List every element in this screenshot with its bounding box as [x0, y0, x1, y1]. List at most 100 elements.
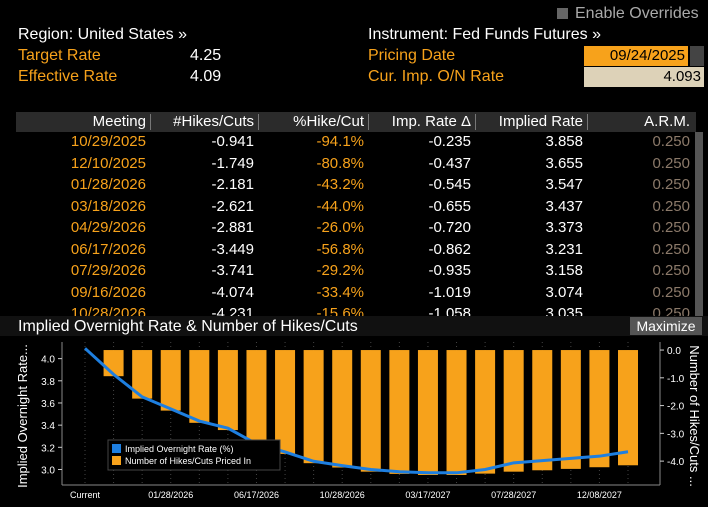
y-tick-label: 3.0: [41, 465, 55, 476]
table-cell: -0.437: [428, 154, 471, 172]
y-tick-label: 3.8: [41, 377, 55, 388]
y2-axis-label: Number of Hikes/Cuts ...: [687, 345, 702, 487]
separator: [475, 114, 476, 130]
column-header: Implied Rate: [498, 113, 583, 130]
table-cell: -1.749: [211, 154, 254, 172]
table-cell: -1.058: [428, 305, 471, 316]
table-cell: 06/17/2026: [70, 240, 146, 258]
column-header: A.R.M.: [644, 113, 690, 130]
rate-input[interactable]: 4.093: [584, 67, 704, 87]
bar: [303, 350, 324, 464]
table-cell: -0.941: [211, 133, 254, 150]
legend-box: [107, 439, 281, 471]
bar: [589, 350, 610, 468]
checkbox[interactable]: [557, 8, 568, 19]
table-cell: 01/28/2026: [70, 176, 146, 193]
table-cell: 0.250: [652, 197, 690, 215]
bar: [360, 350, 381, 472]
separator: [150, 114, 151, 130]
region[interactable]: Region: United States »: [18, 26, 187, 43]
y-tick-label: 3.2: [41, 443, 55, 454]
table-cell: -4.074: [211, 283, 254, 301]
table-cell: -15.6%: [316, 305, 364, 316]
table-cell: -33.4%: [316, 283, 364, 301]
table-cell: 09/16/2026: [70, 283, 146, 301]
table-cell: -3.449: [211, 240, 254, 258]
separator: [587, 114, 588, 130]
x-tick-label: 01/28/2026: [148, 490, 193, 500]
table-cell: 0.250: [652, 240, 690, 258]
table-cell: 3.074: [545, 283, 583, 301]
legend-label: Number of Hikes/Cuts Priced In: [125, 456, 251, 466]
bar: [618, 350, 638, 466]
x-tick-label: 12/08/2027: [577, 490, 622, 500]
value: 4.09: [190, 68, 222, 85]
bar: [332, 350, 353, 468]
table-cell: -0.545: [428, 176, 471, 193]
table-cell: -0.862: [428, 240, 471, 258]
label: Pricing Date: [368, 47, 456, 64]
table-cell: 07/29/2026: [70, 262, 146, 279]
column-header: Imp. Rate Δ: [391, 113, 471, 130]
table: Meeting #Hikes/Cuts %Hike/Cut Imp. Rate Δ Im…: [16, 112, 696, 316]
legend-label: Implied Overnight Rate (%): [125, 444, 234, 454]
table-cell: 0.250: [652, 176, 690, 193]
column-header: %Hike/Cut: [293, 113, 364, 130]
table-cell: 0.250: [652, 133, 690, 150]
separator: [258, 114, 259, 130]
table-cell: 3.547: [545, 176, 583, 193]
calendar-icon[interactable]: [690, 46, 704, 66]
y2-tick-label: -1.0: [667, 374, 685, 385]
checkbox-label[interactable]: Enable Overrides: [575, 5, 699, 22]
table-cell: 10/28/2026: [70, 305, 146, 316]
table-cell: 3.437: [545, 197, 583, 215]
y2-tick-label: -3.0: [667, 429, 685, 440]
table-cell: -0.720: [428, 219, 471, 236]
table-cell: 3.158: [545, 262, 583, 279]
bar: [389, 350, 410, 474]
table-cell: 03/18/2026: [70, 197, 146, 215]
maximize-button[interactable]: [630, 317, 702, 335]
label: Effective Rate: [18, 68, 118, 85]
table-cell: -2.881: [211, 219, 254, 236]
date-input[interactable]: 09/24/2025: [584, 46, 688, 66]
table-cell: -0.935: [428, 262, 471, 279]
label: Cur. Imp. O/N Rate: [368, 68, 505, 85]
y2-tick-label: -4.0: [667, 457, 685, 468]
table-cell: 3.373: [545, 219, 583, 236]
legend: Implied Overnight Rate (%) Number of Hike…: [107, 439, 281, 471]
table-cell: 0.250: [652, 262, 690, 279]
table-header: [16, 112, 696, 132]
legend-swatch: [112, 456, 121, 465]
separator: [368, 114, 369, 130]
chart-title-bar: [0, 316, 708, 336]
table-cell: 0.250: [652, 283, 690, 301]
column-header: #Hikes/Cuts: [173, 113, 254, 130]
table-cell: 12/10/2025: [70, 154, 146, 172]
bar: [446, 350, 467, 476]
maximize-label[interactable]: Maximize: [636, 318, 695, 334]
table-cell: 3.035: [545, 305, 583, 316]
y-tick-label: 3.6: [41, 399, 55, 410]
table-cell: -2.181: [211, 176, 254, 193]
table-cell: 3.231: [545, 240, 583, 258]
table-cell: -0.235: [428, 133, 471, 150]
y-axis-label: Implied Overnight Rate...: [15, 344, 30, 488]
bar: [246, 350, 267, 446]
value: 4.25: [190, 47, 222, 64]
table-cell: 0.250: [652, 219, 690, 236]
y2-tick-label: -2.0: [667, 402, 685, 413]
table-cell: -1.019: [428, 283, 471, 301]
y-tick-label: 4.0: [41, 355, 55, 366]
chart-title: Implied Overnight Rate & Number of Hikes…: [18, 318, 358, 335]
line: [83, 347, 629, 475]
bar: [189, 350, 210, 423]
bar: [103, 350, 124, 377]
instrument[interactable]: Instrument: Fed Funds Futures »: [368, 26, 601, 43]
chart: Implied Overnight Rate & Number of Hikes…: [0, 316, 708, 507]
table-cell: 04/29/2026: [70, 219, 146, 236]
label: Target Rate: [18, 47, 101, 64]
y-tick-label: 3.4: [41, 421, 55, 432]
scrollbar[interactable]: [695, 132, 703, 316]
table-cell: -80.8%: [316, 154, 364, 172]
